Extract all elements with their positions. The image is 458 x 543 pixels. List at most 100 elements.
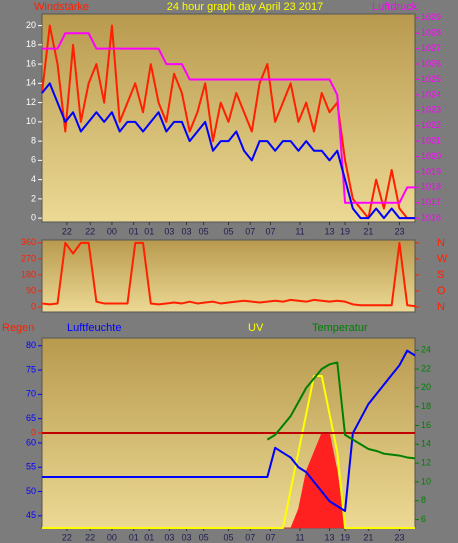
x-tick-label: 07 [265, 532, 275, 542]
y2-tick-label: 10 [421, 476, 431, 486]
x-tick-label: 23 [394, 226, 404, 236]
y2-tick-label: 1024 [421, 89, 441, 99]
line [41, 241, 416, 308]
y-tick-label: 50 [26, 486, 36, 496]
y2-tick-label: 1028 [421, 28, 441, 38]
x-tick-label: 05 [223, 532, 233, 542]
x-tick-label: 07 [265, 226, 275, 236]
y2-tick-label: 16 [421, 420, 431, 430]
x-tick-label: 05 [199, 226, 209, 236]
x-tick-label: 22 [62, 226, 72, 236]
x-tick-label: 05 [199, 532, 209, 542]
x-tick-label: 03 [182, 226, 192, 236]
y2-tick-label: 12 [421, 457, 431, 467]
y-tick-label: 18 [26, 39, 36, 49]
y-tick-label: 14 [26, 78, 36, 88]
y-tick-label: 360 [21, 237, 36, 247]
y2-tick-label: W [437, 253, 448, 265]
line [42, 32, 415, 204]
y-tick-label: 12 [26, 97, 36, 107]
chart-title: 24 hour graph day April 23 2017 [167, 1, 324, 13]
left-label: Windstärke [34, 1, 89, 13]
line [266, 361, 416, 460]
x-tick-label: 11 [295, 226, 304, 236]
x-tick-label: 11 [295, 532, 304, 542]
y2-tick-label: 18 [421, 401, 431, 411]
x-tick-label: 21 [363, 532, 373, 542]
x-tick-label: 19 [340, 226, 350, 236]
x-tick-label: 23 [394, 532, 404, 542]
y2-tick-label: 1019 [421, 166, 441, 176]
y2-tick-label: 1016 [421, 213, 441, 223]
x-tick-label: 03 [182, 532, 192, 542]
y2-tick-label: 1026 [421, 58, 441, 68]
x-tick-label: 05 [223, 226, 233, 236]
y-tick-label: 65 [26, 413, 36, 423]
y2-tick-label: 1029 [421, 12, 441, 22]
plot-area [41, 13, 416, 223]
y-tick-label: 80 [26, 340, 36, 350]
y-tick-label: 75 [26, 364, 36, 374]
y-tick-label: 6 [31, 155, 36, 165]
y2-tick-label: 22 [421, 363, 431, 373]
y-tick-label: 16 [26, 58, 36, 68]
y-tick-label: 8 [31, 135, 36, 145]
y-tick-label: 20 [26, 20, 36, 30]
y2-tick-label: 1021 [421, 135, 441, 145]
x-tick-label: 19 [340, 532, 350, 542]
x-tick-label: 01 [129, 532, 139, 542]
y-tick-label: 0 [31, 427, 36, 437]
y-tick-label: 0 [31, 213, 36, 223]
x-tick-label: 00 [107, 532, 117, 542]
y-tick-label: 45 [26, 510, 36, 520]
y2-tick-label: 1025 [421, 74, 441, 84]
y-tick-label: 2 [31, 193, 36, 203]
y-tick-label: 90 [26, 285, 36, 295]
y2-tick-label: 8 [421, 495, 426, 505]
x-tick-label: 13 [325, 532, 335, 542]
y-tick-label: 180 [21, 269, 36, 279]
y-tick-label: 0 [31, 301, 36, 311]
y2-tick-label: 1027 [421, 43, 441, 53]
y2-tick-label: 1022 [421, 120, 441, 130]
y2-tick-label: S [437, 269, 444, 281]
right-label: Luftdruck [372, 1, 418, 13]
x-tick-label: 13 [325, 226, 335, 236]
x-tick-label: 03 [164, 226, 174, 236]
y2-tick-label: 24 [421, 345, 431, 355]
y-tick-label: 70 [26, 389, 36, 399]
y2-tick-label: 14 [421, 439, 431, 449]
x-tick-label: 07 [245, 226, 255, 236]
x-tick-label: 00 [107, 226, 117, 236]
x-tick-label: 21 [363, 226, 373, 236]
line [41, 82, 415, 220]
y-tick-label: 10 [26, 116, 36, 126]
line [41, 24, 415, 220]
y-tick-label: 270 [21, 253, 36, 263]
x-tick-label: 03 [164, 532, 174, 542]
y-tick-label: 60 [26, 437, 36, 447]
x-tick-label: 07 [245, 532, 255, 542]
x-tick-label: 01 [129, 226, 139, 236]
panel-label: UV [248, 322, 264, 334]
y-tick-label: 4 [31, 174, 36, 184]
x-tick-label: 01 [144, 226, 154, 236]
y2-tick-label: O [437, 285, 446, 297]
x-tick-label: 01 [144, 532, 154, 542]
y-tick-label: 55 [26, 462, 36, 472]
y2-tick-label: 1018 [421, 182, 441, 192]
y2-tick-label: 20 [421, 382, 431, 392]
x-tick-label: 22 [85, 226, 95, 236]
panel-label: Luftfeuchte [67, 322, 121, 334]
panel-label: Temperatur [312, 322, 368, 334]
x-tick-label: 22 [85, 532, 95, 542]
plot-area [41, 239, 416, 313]
x-tick-label: 22 [62, 532, 72, 542]
y2-tick-label: 6 [421, 514, 426, 524]
y2-tick-label: N [437, 237, 445, 249]
panel-label: Regen [2, 322, 34, 334]
y2-tick-label: 1023 [421, 105, 441, 115]
line [42, 375, 415, 529]
y2-tick-label: 1020 [421, 151, 441, 161]
